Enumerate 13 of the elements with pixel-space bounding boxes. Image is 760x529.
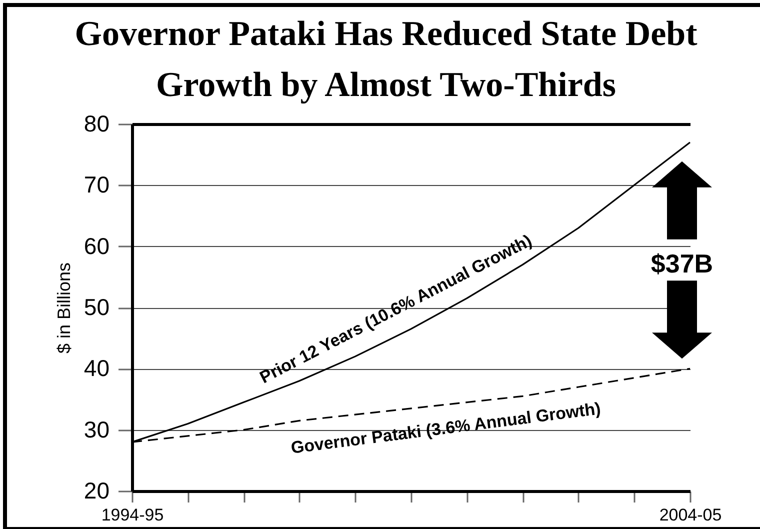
y-tick-label: 70 bbox=[84, 172, 110, 198]
y-tick-label: 60 bbox=[84, 232, 110, 259]
y-tick-label: 40 bbox=[84, 355, 110, 382]
y-tick-label: 20 bbox=[84, 478, 110, 504]
text: Governor Pataki (3.6% Annual Growth) bbox=[290, 399, 602, 458]
y-tick-label: 80 bbox=[84, 110, 110, 136]
x-tick-label: 2004-05 bbox=[659, 506, 722, 524]
x-tick-label: 1994-95 bbox=[101, 506, 164, 524]
annotation: $37B bbox=[650, 248, 714, 279]
y-tick-label: 50 bbox=[84, 294, 110, 320]
y-tick-label: 30 bbox=[84, 416, 110, 442]
y-axis-title: $ in Billions bbox=[54, 262, 74, 354]
chart-title: Governor Pataki Has Reduced State Debt Growth by Almost Two-Thirds bbox=[74, 14, 698, 104]
